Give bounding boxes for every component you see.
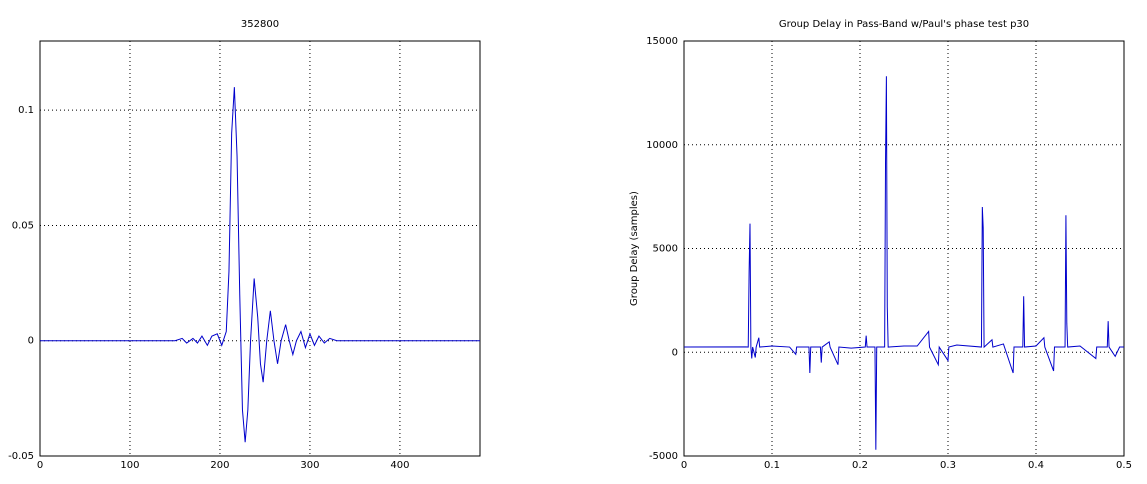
x-tick-label: 300 bbox=[300, 460, 319, 471]
y-tick-label: 5000 bbox=[653, 244, 678, 255]
x-tick-label: 200 bbox=[210, 460, 229, 471]
y-tick-label: 10000 bbox=[646, 140, 678, 151]
y-tick-label: 0.1 bbox=[18, 105, 34, 116]
x-tick-label: 0 bbox=[37, 460, 43, 471]
data-line bbox=[40, 87, 480, 443]
y-axis-label: Group Delay (samples) bbox=[629, 191, 640, 306]
data-line bbox=[683, 76, 1124, 450]
x-tick-label: 0.1 bbox=[764, 460, 780, 471]
x-tick-label: 0.5 bbox=[1116, 460, 1132, 471]
x-tick-label: 0 bbox=[681, 460, 687, 471]
chart-title: 352800 bbox=[241, 19, 279, 30]
y-tick-label: 15000 bbox=[646, 36, 678, 47]
y-tick-label: 0 bbox=[672, 347, 678, 358]
y-tick-label: -5000 bbox=[649, 451, 678, 462]
x-tick-label: 0.3 bbox=[940, 460, 956, 471]
x-tick-label: 100 bbox=[120, 460, 139, 471]
axes-frame bbox=[683, 40, 1125, 457]
y-tick-label: 0.05 bbox=[12, 220, 34, 231]
x-tick-label: 0.4 bbox=[1028, 460, 1044, 471]
y-tick-label: 0 bbox=[28, 336, 34, 347]
x-tick-label: 0.2 bbox=[852, 460, 868, 471]
plot-area bbox=[40, 41, 480, 456]
axes-frame bbox=[39, 40, 481, 457]
chart-title: Group Delay in Pass-Band w/Paul's phase … bbox=[779, 19, 1029, 30]
x-tick-label: 400 bbox=[390, 460, 409, 471]
y-tick-label: -0.05 bbox=[8, 451, 34, 462]
